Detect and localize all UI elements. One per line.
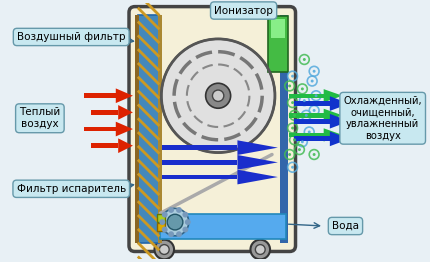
Text: Теплый
воздух: Теплый воздух (19, 107, 61, 129)
FancyBboxPatch shape (294, 101, 330, 106)
FancyBboxPatch shape (158, 15, 162, 243)
Circle shape (176, 207, 182, 213)
Circle shape (255, 245, 265, 254)
Circle shape (154, 240, 174, 259)
FancyBboxPatch shape (157, 223, 165, 231)
Circle shape (311, 80, 313, 83)
Text: Фильтр испаритель: Фильтр испаритель (17, 184, 126, 194)
Circle shape (167, 214, 183, 230)
Circle shape (160, 219, 165, 225)
Polygon shape (330, 96, 350, 111)
Circle shape (176, 231, 182, 237)
FancyBboxPatch shape (289, 133, 324, 137)
Polygon shape (116, 122, 133, 137)
Circle shape (168, 207, 174, 213)
Polygon shape (118, 138, 133, 153)
FancyBboxPatch shape (162, 160, 237, 165)
Circle shape (313, 70, 316, 73)
FancyBboxPatch shape (271, 19, 285, 38)
Polygon shape (237, 155, 278, 170)
Circle shape (168, 231, 174, 237)
FancyBboxPatch shape (135, 15, 139, 243)
Circle shape (161, 39, 275, 152)
Circle shape (303, 58, 306, 61)
Circle shape (212, 90, 224, 101)
Circle shape (298, 148, 301, 151)
FancyBboxPatch shape (160, 214, 286, 239)
Circle shape (291, 75, 294, 78)
Circle shape (303, 99, 306, 102)
Text: Вода: Вода (332, 221, 359, 231)
Polygon shape (330, 114, 350, 129)
FancyBboxPatch shape (91, 143, 118, 148)
Text: Воздушный фильтр: Воздушный фильтр (17, 32, 126, 42)
FancyBboxPatch shape (268, 17, 288, 72)
FancyBboxPatch shape (91, 110, 118, 115)
FancyBboxPatch shape (294, 119, 330, 124)
FancyBboxPatch shape (138, 15, 160, 243)
Circle shape (308, 130, 311, 133)
Text: Ионизатор: Ионизатор (214, 6, 273, 15)
Circle shape (291, 127, 294, 129)
Circle shape (182, 212, 188, 217)
Polygon shape (324, 109, 343, 122)
Polygon shape (237, 140, 278, 155)
Polygon shape (118, 105, 133, 120)
Circle shape (185, 219, 191, 225)
Circle shape (293, 114, 296, 117)
Text: Охлажденный,
очищенный,
увлажненный
воздух: Охлажденный, очищенный, увлажненный возд… (344, 96, 422, 141)
FancyBboxPatch shape (289, 113, 324, 118)
FancyBboxPatch shape (294, 137, 330, 141)
Circle shape (305, 114, 308, 117)
FancyBboxPatch shape (280, 15, 288, 243)
Circle shape (315, 94, 317, 97)
Circle shape (162, 227, 168, 232)
Circle shape (313, 109, 316, 112)
FancyBboxPatch shape (157, 214, 165, 222)
Circle shape (291, 166, 294, 169)
Circle shape (313, 153, 316, 156)
FancyBboxPatch shape (289, 94, 324, 98)
Circle shape (250, 240, 270, 259)
Circle shape (182, 227, 188, 232)
Circle shape (291, 101, 294, 104)
FancyBboxPatch shape (162, 145, 237, 150)
Circle shape (162, 212, 168, 217)
Circle shape (293, 138, 296, 141)
Polygon shape (330, 132, 350, 146)
Circle shape (301, 140, 304, 143)
FancyBboxPatch shape (84, 127, 116, 132)
FancyBboxPatch shape (84, 93, 116, 98)
Circle shape (301, 88, 304, 90)
Circle shape (206, 83, 230, 108)
Circle shape (288, 153, 291, 156)
FancyBboxPatch shape (129, 7, 295, 252)
Polygon shape (324, 89, 343, 102)
FancyBboxPatch shape (162, 174, 237, 179)
Polygon shape (116, 88, 133, 103)
Circle shape (161, 208, 189, 236)
Polygon shape (237, 170, 278, 184)
Polygon shape (324, 128, 343, 141)
Circle shape (160, 245, 169, 254)
Circle shape (288, 84, 291, 88)
